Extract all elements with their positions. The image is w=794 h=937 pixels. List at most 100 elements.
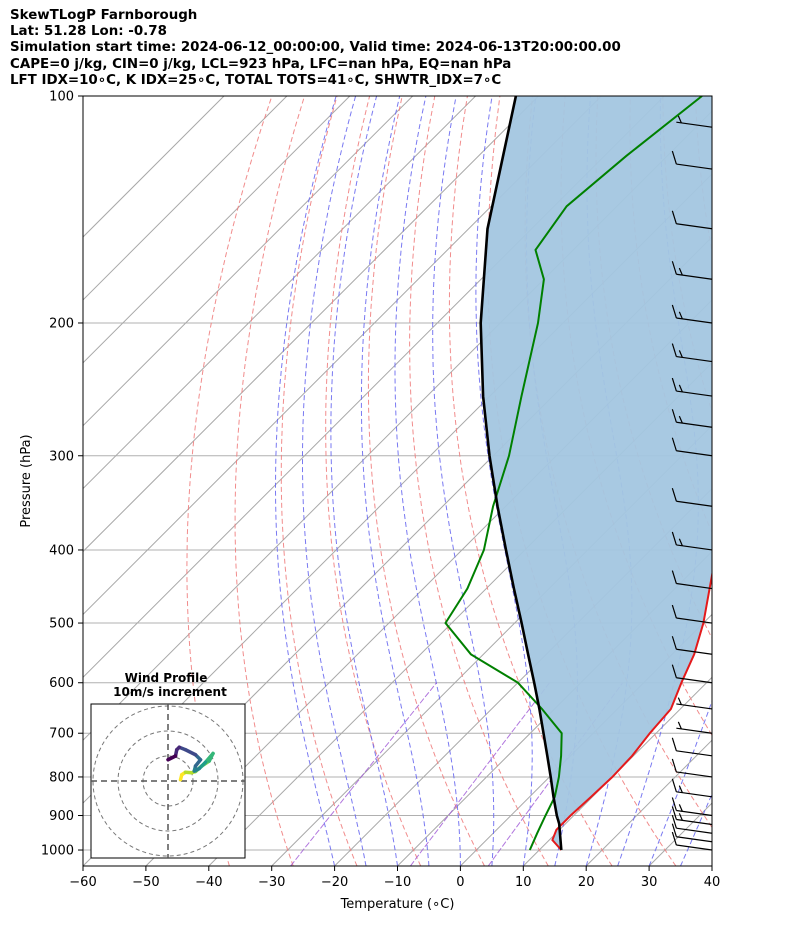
barb-flag <box>671 636 677 650</box>
barb-half-flag <box>678 538 683 547</box>
hodograph-trace-segment <box>183 748 198 757</box>
hodograph-trace-segment <box>166 754 178 762</box>
y-tick-label: 100 <box>49 90 74 105</box>
wind-barb <box>671 488 713 507</box>
barb-staff <box>676 163 713 170</box>
barb-staff <box>676 771 713 778</box>
wind-barb <box>676 721 713 734</box>
y-axis-label: Pressure (hPa) <box>19 434 34 527</box>
barb-flag <box>671 409 677 423</box>
y-tick-label: 400 <box>49 543 74 558</box>
isotherm-gridline <box>83 96 225 238</box>
hodograph-ring <box>117 730 219 832</box>
barb-flag <box>671 604 677 619</box>
hodograph-title: Wind Profile <box>125 671 208 685</box>
x-tick-label: −40 <box>195 875 222 890</box>
barb-staff <box>676 500 713 507</box>
x-tick-label: −30 <box>258 875 285 890</box>
barb-half-flag <box>678 267 683 276</box>
barb-half-flag <box>677 721 682 730</box>
parcel-profile <box>479 96 563 851</box>
barb-staff <box>676 648 713 655</box>
moist-adiabat <box>432 96 495 866</box>
wind-barb <box>671 664 713 684</box>
x-tick-label: −20 <box>321 875 348 890</box>
isotherm-gridline <box>522 676 712 866</box>
y-tick-label: 700 <box>49 727 74 742</box>
isotherm-gridline <box>775 96 794 866</box>
wind-barb <box>671 604 713 624</box>
y-tick-label: 1000 <box>41 844 74 859</box>
isotherm-gridline <box>83 96 288 301</box>
moist-adiabat <box>617 96 699 866</box>
barb-flag <box>671 664 677 678</box>
wind-barb <box>676 115 713 128</box>
barb-half-flag <box>678 415 683 424</box>
wind-barb <box>671 636 713 655</box>
isotherm-gridline <box>397 550 712 866</box>
temperature-profile <box>551 569 712 851</box>
moist-adiabat <box>744 96 794 866</box>
barb-flag <box>671 823 677 837</box>
mixing-ratio-line <box>409 682 550 866</box>
dry-adiabat <box>448 96 613 866</box>
barb-flag <box>671 488 677 502</box>
barb-staff <box>676 703 713 710</box>
barb-flag <box>671 304 677 319</box>
y-tick-label: 200 <box>49 316 74 331</box>
wind-barb <box>671 409 713 428</box>
barb-flag <box>671 531 677 546</box>
barb-staff <box>676 750 713 757</box>
moist-adiabat <box>302 96 367 866</box>
wind-barb <box>671 806 713 826</box>
x-tick-label: 20 <box>578 875 595 890</box>
barb-half-flag <box>678 384 683 393</box>
barb-flag <box>671 150 677 165</box>
wind-barb <box>671 737 713 757</box>
barb-half-flag <box>678 804 683 812</box>
isotherm-gridline <box>83 96 539 553</box>
barb-flag <box>671 778 677 792</box>
moist-adiabat <box>648 699 712 866</box>
x-tick-label: 30 <box>641 875 658 890</box>
barb-staff <box>676 727 713 734</box>
wind-barb <box>671 437 713 457</box>
isotherm-gridline <box>711 865 712 866</box>
cin-shading <box>480 96 712 850</box>
barb-flag <box>671 737 677 751</box>
dry-adiabat <box>728 96 794 866</box>
moist-adiabat <box>394 96 461 866</box>
hodograph-subtitle: 10m/s increment <box>113 685 227 699</box>
barb-staff <box>676 582 713 590</box>
isotherm-gridline <box>83 96 476 490</box>
wind-barb <box>671 150 713 170</box>
barb-flag <box>671 377 677 392</box>
barb-flag <box>671 437 677 451</box>
barb-staff <box>676 844 713 851</box>
location-line: Lat: 51.28 Lon: -0.78 <box>10 24 167 40</box>
wind-barb <box>671 797 713 817</box>
barb-half-flag <box>678 785 683 793</box>
barb-half-flag <box>677 697 682 705</box>
moist-adiabat <box>680 792 712 866</box>
hodograph-plot <box>91 704 245 858</box>
wind-barb <box>671 377 713 397</box>
wind-barb <box>671 778 713 798</box>
barb-half-flag <box>677 115 682 124</box>
dry-adiabat <box>325 96 422 866</box>
barb-half-flag <box>678 350 683 358</box>
isotherm-gridline <box>83 96 351 364</box>
wind-barb <box>671 758 713 778</box>
indices-line-2: LFT IDX=10∘C, K IDX=25∘C, TOTAL TOTS=41∘… <box>10 72 502 88</box>
barb-staff <box>676 121 713 128</box>
isotherm-gridline <box>334 487 712 866</box>
wind-barb <box>671 304 713 324</box>
barb-flag <box>671 806 677 820</box>
dry-adiabat <box>234 96 305 866</box>
wind-barb <box>671 815 713 834</box>
barb-flag <box>671 758 677 773</box>
wind-barb <box>671 343 713 363</box>
barb-half-flag <box>678 813 683 821</box>
dry-adiabat <box>186 96 273 866</box>
